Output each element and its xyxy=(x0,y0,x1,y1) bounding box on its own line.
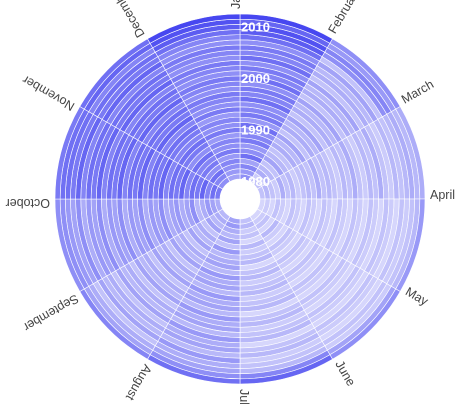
month-label-september: September xyxy=(21,291,81,334)
heatmap-cells xyxy=(54,13,426,385)
year-label-2010: 2010 xyxy=(241,19,270,34)
heatmap-cell xyxy=(147,13,241,44)
month-label-january: January xyxy=(229,0,243,9)
year-labels: 1980 1990 2000 2010 xyxy=(241,19,270,189)
month-label-april: April xyxy=(430,188,455,202)
month-label-june: June xyxy=(332,358,358,389)
month-label-november: November xyxy=(20,73,77,114)
month-label-february: February xyxy=(325,0,363,36)
month-label-july: July xyxy=(237,389,251,404)
year-label-2000: 2000 xyxy=(241,71,270,86)
month-label-october: October xyxy=(6,196,50,210)
year-label-1990: 1990 xyxy=(241,123,270,138)
month-label-december: December xyxy=(107,0,148,40)
year-label-1980: 1980 xyxy=(241,174,270,189)
month-label-august: August xyxy=(123,362,155,403)
month-label-may: May xyxy=(403,284,431,308)
month-label-march: March xyxy=(399,77,436,107)
